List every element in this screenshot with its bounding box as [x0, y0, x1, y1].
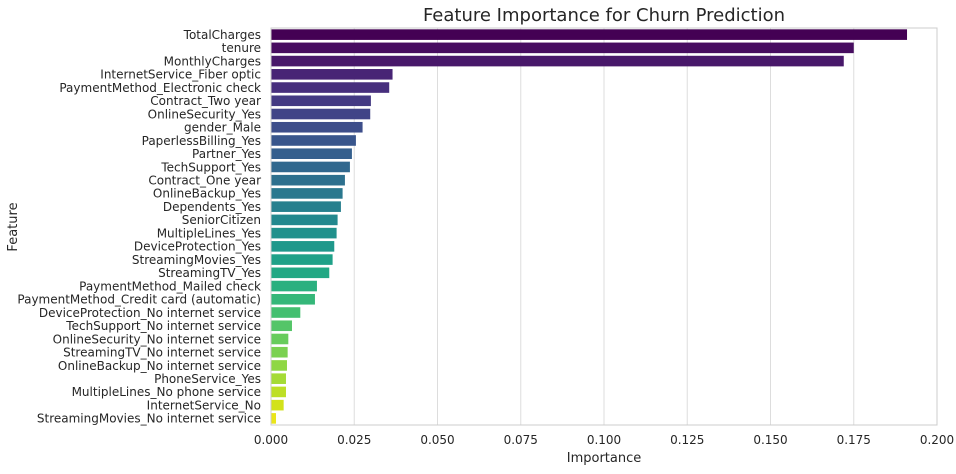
bars — [271, 29, 908, 424]
y-tick-label: OnlineBackup_Yes — [153, 187, 261, 201]
bar — [271, 161, 350, 173]
bar — [271, 346, 288, 358]
bar — [271, 280, 317, 292]
y-tick-label: PaperlessBilling_Yes — [142, 134, 261, 148]
y-tick-label: OnlineSecurity_No internet service — [53, 332, 261, 346]
x-tick-labels: 0.000 0.025 0.050 0.075 0.100 0.125 0.150 0.175… — [254, 433, 954, 447]
bar — [271, 69, 393, 80]
bar — [271, 135, 356, 146]
bar — [271, 413, 276, 424]
bar — [271, 227, 337, 239]
y-tick-label: TechSupport_Yes — [160, 160, 261, 174]
y-tick-label: OnlineBackup_No internet service — [58, 359, 261, 373]
bar — [271, 148, 352, 160]
bar — [271, 320, 292, 332]
bar — [271, 333, 289, 345]
bar — [271, 42, 854, 54]
y-tick-label: MonthlyCharges — [164, 54, 261, 68]
x-axis-label: Importance — [567, 451, 642, 466]
y-tick-label: InternetService_Fiber optic — [100, 68, 261, 82]
x-tick-label: 0.075 — [504, 433, 538, 447]
bar — [271, 399, 284, 411]
y-tick-label: StreamingTV_No internet service — [63, 346, 261, 360]
y-tick-label: PhoneService_Yes — [154, 372, 261, 386]
y-tick-label: PaymentMethod_Credit card (automatic) — [17, 293, 261, 307]
bar — [271, 267, 330, 279]
y-tick-label: gender_Male — [184, 121, 261, 135]
bar — [271, 254, 333, 265]
y-tick-label: MultipleLines_No phone service — [72, 385, 261, 399]
bar — [271, 360, 287, 371]
x-tick-label: 0.125 — [670, 433, 704, 447]
x-tick-label: 0.025 — [337, 433, 371, 447]
y-tick-label: Contract_Two year — [150, 94, 261, 108]
y-tick-label: StreamingTV_Yes — [158, 266, 261, 280]
y-tick-label: tenure — [222, 41, 261, 55]
bar — [271, 241, 335, 252]
bar — [271, 95, 371, 107]
x-tick-label: 0.200 — [920, 433, 954, 447]
y-tick-label: Dependents_Yes — [163, 200, 261, 214]
y-tick-label: Contract_One year — [148, 173, 261, 187]
y-tick-label: DeviceProtection_No internet service — [39, 306, 261, 320]
x-tick-label: 0.000 — [254, 433, 288, 447]
bar — [271, 121, 363, 133]
bar — [271, 188, 343, 199]
y-tick-label: PaymentMethod_Electronic check — [59, 81, 261, 95]
x-tick-label: 0.050 — [420, 433, 454, 447]
x-tick-label: 0.175 — [837, 433, 871, 447]
bar — [271, 55, 844, 67]
bar — [271, 386, 286, 398]
bar — [271, 307, 301, 318]
bar — [271, 214, 338, 226]
bar — [271, 108, 371, 120]
bar — [271, 373, 286, 384]
y-axis-label: Feature — [6, 202, 21, 251]
y-tick-label: StreamingMovies_Yes — [132, 253, 261, 267]
y-tick-label: Partner_Yes — [192, 147, 261, 161]
plot-frame — [270, 27, 938, 426]
chart-title: Feature Importance for Churn Prediction — [423, 5, 785, 26]
y-tick-label: SeniorCitizen — [182, 213, 261, 227]
y-tick-label: PaymentMethod_Mailed check — [79, 279, 261, 293]
y-tick-label: InternetService_No — [147, 398, 261, 412]
y-tick-label: MultipleLines_Yes — [157, 226, 261, 240]
y-tick-label: TotalCharges — [183, 28, 261, 42]
x-tick-label: 0.100 — [587, 433, 621, 447]
bar — [271, 29, 908, 40]
bar — [271, 82, 390, 93]
y-tick-labels: TotalChargestenureMonthlyChargesInternet… — [17, 28, 261, 426]
y-tick-label: DeviceProtection_Yes — [134, 240, 261, 254]
bar — [271, 201, 341, 212]
x-tick-label: 0.150 — [753, 433, 787, 447]
bar — [271, 174, 345, 186]
bar — [271, 293, 315, 305]
y-tick-label: OnlineSecurity_Yes — [148, 107, 261, 121]
y-tick-label: StreamingMovies_No internet service — [37, 412, 261, 426]
y-tick-label: TechSupport_No internet service — [65, 319, 261, 333]
